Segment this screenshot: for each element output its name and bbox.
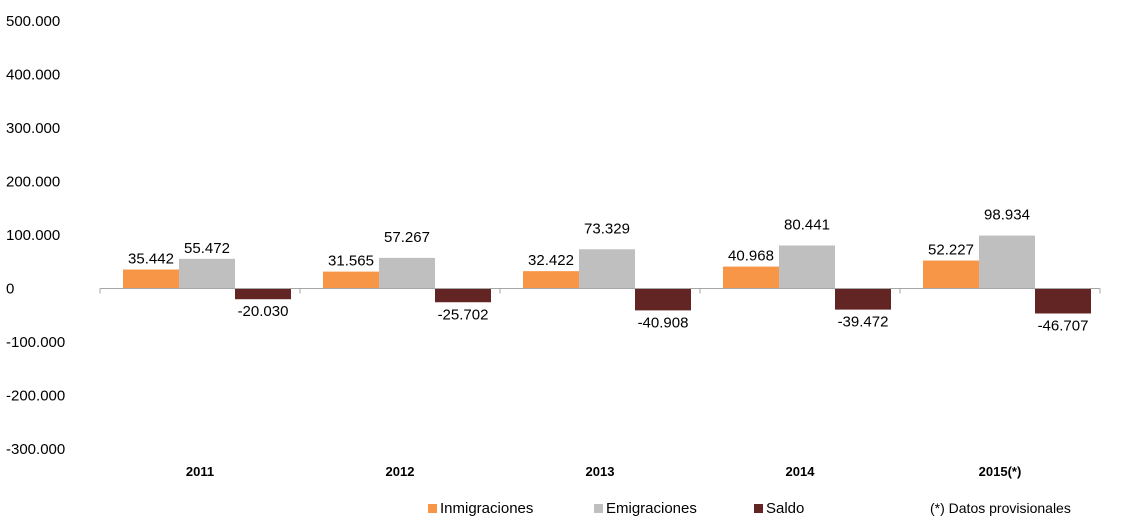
data-label-saldo: -40.908 xyxy=(638,314,689,331)
x-tick-label: 2011 xyxy=(186,464,214,479)
y-tick-label: 200.000 xyxy=(6,174,60,191)
data-label-saldo: -25.702 xyxy=(438,306,489,323)
y-tick-label: 0 xyxy=(6,281,14,298)
data-label-saldo: -20.030 xyxy=(238,303,289,320)
x-axis: 2011 2012 2013 2014 2015(*) xyxy=(99,288,1101,479)
y-tick-label: -100.000 xyxy=(6,334,65,351)
data-label-emigraciones: 57.267 xyxy=(384,229,430,246)
data-label-emigraciones: 55.472 xyxy=(184,240,230,257)
bar-inmigraciones-2012 xyxy=(323,271,379,289)
bar-emigraciones-2015 xyxy=(979,235,1035,289)
data-label-saldo: -46.707 xyxy=(1038,317,1089,334)
x-tick-label: 2012 xyxy=(386,464,415,479)
data-label-inmigraciones: 31.565 xyxy=(328,253,374,270)
data-label-emigraciones: 73.329 xyxy=(584,220,630,237)
bar-inmigraciones-2013 xyxy=(523,271,579,289)
bar-saldo-2013 xyxy=(635,288,691,311)
bars xyxy=(123,235,1091,314)
y-tick-label: -200.000 xyxy=(6,388,65,405)
x-tick-label: 2014 xyxy=(786,464,816,479)
data-label-inmigraciones: 52.227 xyxy=(928,242,974,259)
bar-saldo-2012 xyxy=(435,288,491,303)
y-axis: 500.000 400.000 300.000 200.000 100.000 0 -100… xyxy=(6,13,65,458)
y-tick-label: 400.000 xyxy=(6,67,60,84)
data-label-inmigraciones: 32.422 xyxy=(528,252,574,269)
bar-inmigraciones-2014 xyxy=(723,266,779,289)
bar-saldo-2014 xyxy=(835,288,891,310)
data-label-emigraciones: 80.441 xyxy=(784,216,830,233)
bar-emigraciones-2011 xyxy=(179,258,235,289)
data-label-emigraciones: 98.934 xyxy=(984,207,1030,224)
data-labels: 35.442 55.472 -20.030 31.565 57.267 -25.702 32… xyxy=(128,207,1088,335)
data-label-inmigraciones: 35.442 xyxy=(128,251,174,268)
y-tick-label: 100.000 xyxy=(6,227,60,244)
bar-saldo-2015 xyxy=(1035,288,1091,314)
bar-inmigraciones-2015 xyxy=(923,260,979,289)
bar-saldo-2011 xyxy=(235,288,291,300)
x-tick-label: 2013 xyxy=(586,464,615,479)
bar-emigraciones-2014 xyxy=(779,245,835,289)
bar-emigraciones-2012 xyxy=(379,257,435,289)
data-label-saldo: -39.472 xyxy=(838,314,889,331)
x-tick-label: 2015(*) xyxy=(979,464,1022,479)
bar-emigraciones-2013 xyxy=(579,249,635,289)
y-tick-label: 500.000 xyxy=(6,13,60,30)
y-tick-label: -300.000 xyxy=(6,441,65,458)
y-tick-label: 300.000 xyxy=(6,120,60,137)
data-label-inmigraciones: 40.968 xyxy=(728,248,774,265)
bar-inmigraciones-2011 xyxy=(123,269,179,289)
